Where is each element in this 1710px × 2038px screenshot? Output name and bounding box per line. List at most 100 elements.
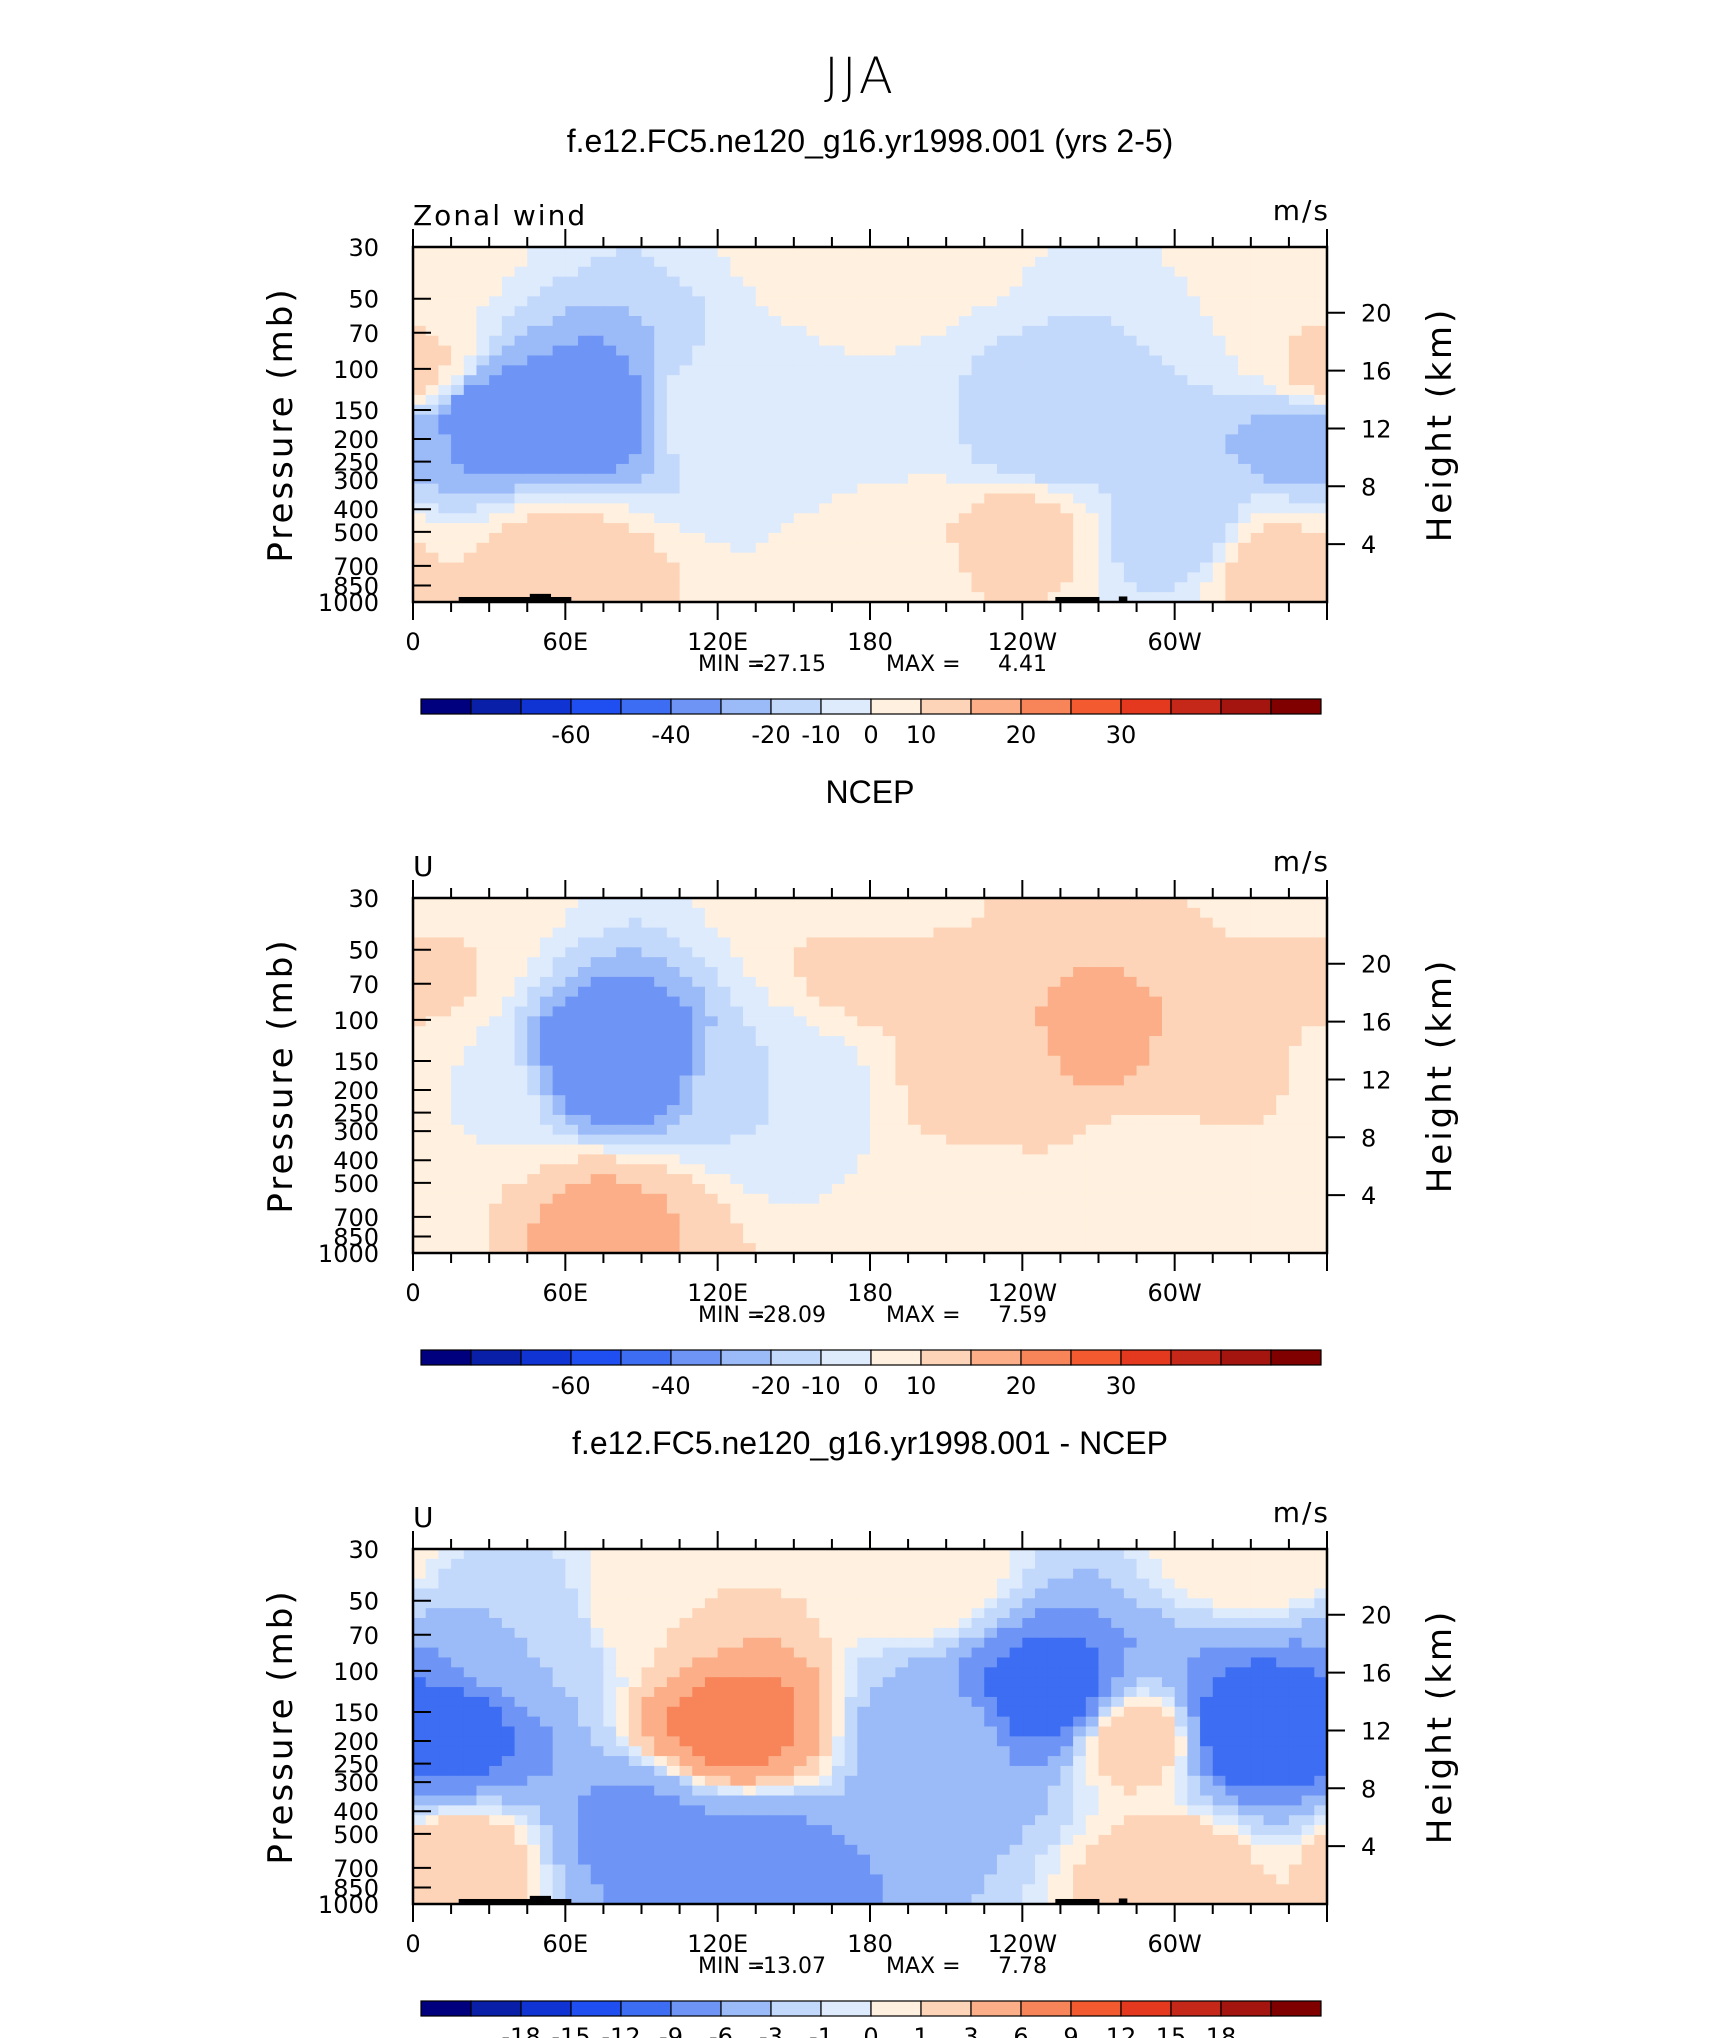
- field-cell: [857, 365, 871, 376]
- field-cell: [1149, 286, 1163, 297]
- field-cell: [463, 1026, 478, 1037]
- field-cell: [1073, 276, 1087, 288]
- field-cell: [603, 434, 617, 445]
- field-cell: [844, 898, 858, 909]
- field-cell: [844, 1193, 858, 1205]
- field-cell: [514, 1036, 528, 1047]
- field-cell: [654, 572, 668, 583]
- field-cell: [603, 1055, 617, 1067]
- field-cell: [463, 947, 478, 958]
- field-cell: [1314, 306, 1328, 317]
- field-cell: [996, 1134, 1011, 1146]
- field-cell: [755, 256, 770, 268]
- field-cell: [514, 493, 528, 504]
- field-cell: [413, 513, 427, 524]
- field-cell: [641, 276, 655, 288]
- field-cell: [844, 532, 858, 544]
- field-cell: [946, 1144, 960, 1155]
- field-cell: [641, 552, 655, 564]
- field-cell: [717, 1016, 731, 1027]
- field-cell: [1276, 1183, 1290, 1195]
- field-cell: [844, 1154, 858, 1165]
- field-cell: [730, 1065, 744, 1077]
- field-cell: [1238, 424, 1252, 435]
- field-cell: [781, 582, 795, 593]
- field-cell: [730, 493, 744, 504]
- field-cell: [1263, 947, 1277, 958]
- field-cell: [1314, 1075, 1328, 1086]
- field-cell: [628, 1085, 643, 1096]
- field-cell: [781, 898, 795, 909]
- field-cell: [882, 947, 896, 958]
- field-cell: [704, 592, 719, 603]
- field-cell: [946, 1105, 960, 1116]
- field-cell: [920, 986, 935, 998]
- field-cell: [1047, 1144, 1062, 1155]
- field-cell: [1111, 306, 1125, 317]
- field-cell: [679, 454, 693, 465]
- field-cell: [590, 1095, 605, 1106]
- field-cell: [679, 414, 693, 426]
- field-cell: [1212, 1134, 1227, 1146]
- field-cell: [946, 1075, 960, 1086]
- field-cell: [1123, 1154, 1138, 1165]
- field-cell: [527, 404, 541, 416]
- field-cell: [1136, 306, 1150, 317]
- field-cell: [590, 424, 605, 435]
- field-cell: [1149, 1174, 1163, 1185]
- field-cell: [1238, 1183, 1252, 1195]
- field-cell: [438, 335, 452, 347]
- field-cell: [1085, 483, 1100, 495]
- field-cell: [654, 444, 668, 455]
- field-cell: [616, 562, 630, 574]
- field-cell: [1174, 1174, 1188, 1185]
- field-cell: [603, 967, 617, 978]
- field-cell: [1022, 316, 1036, 327]
- field-cell: [1187, 296, 1201, 307]
- field-cell: [552, 1085, 566, 1096]
- field-cell: [1187, 1016, 1201, 1027]
- field-cell: [590, 917, 605, 929]
- field-cell: [908, 927, 922, 939]
- field-cell: [781, 463, 795, 475]
- field-cell: [1123, 1124, 1138, 1136]
- field-cell: [920, 917, 935, 929]
- field-cell: [1314, 582, 1328, 593]
- field-cell: [908, 562, 922, 574]
- field-cell: [819, 394, 833, 406]
- field-cell: [1250, 473, 1265, 485]
- field-cell: [1136, 1095, 1150, 1106]
- field-cell: [527, 1124, 541, 1136]
- field-cell: [1073, 898, 1087, 909]
- field-cell: [984, 473, 998, 485]
- field-cell: [819, 1026, 833, 1037]
- field-cell: [527, 1045, 541, 1057]
- field-cell: [793, 1183, 808, 1195]
- field-cell: [1301, 562, 1315, 574]
- field-cell: [425, 296, 439, 307]
- field-cell: [565, 1026, 579, 1037]
- field-cell: [641, 306, 655, 317]
- field-cell: [768, 947, 782, 958]
- field-cell: [1200, 1134, 1214, 1146]
- field-cell: [527, 414, 541, 426]
- field-cell: [413, 1075, 427, 1086]
- field-cell: [1238, 1114, 1252, 1126]
- field-cell: [730, 385, 744, 396]
- field-cell: [895, 1055, 909, 1067]
- field-cell: [425, 345, 439, 357]
- field-cell: [476, 1124, 490, 1136]
- field-cell: [489, 582, 503, 593]
- field-cell: [692, 276, 706, 288]
- field-cell: [654, 1105, 668, 1116]
- field-cell: [819, 947, 833, 958]
- field-cell: [831, 404, 846, 416]
- field-cell: [704, 996, 719, 1008]
- field-cell: [692, 473, 706, 485]
- field-cell: [1276, 1174, 1290, 1185]
- field-cell: [539, 996, 554, 1008]
- field-cell: [476, 957, 490, 968]
- field-cell: [920, 1183, 935, 1195]
- field-cell: [578, 592, 592, 603]
- field-cell: [1238, 542, 1252, 554]
